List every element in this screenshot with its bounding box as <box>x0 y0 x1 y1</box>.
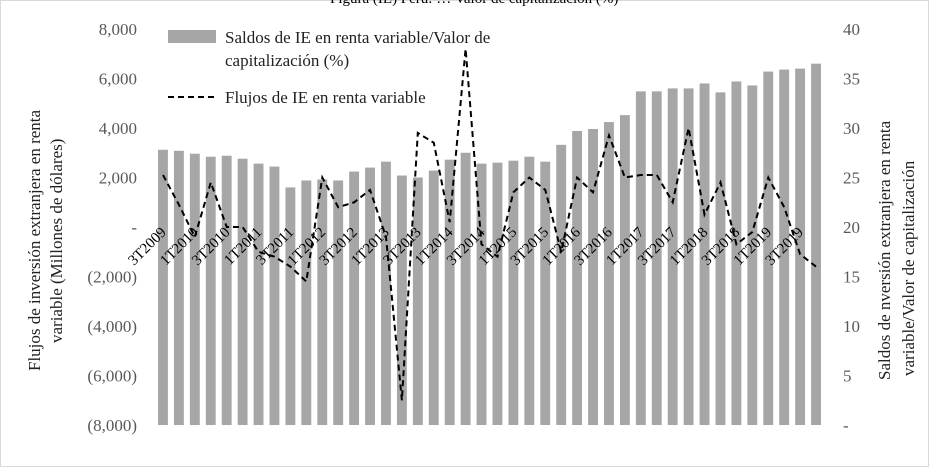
bar-4T2015 <box>556 144 567 425</box>
legend-line-label: Flujos de IE en renta variable <box>225 88 426 107</box>
bar-2T2017 <box>651 91 662 426</box>
bar-1T2017 <box>635 91 646 426</box>
bar-2T2019 <box>779 69 790 425</box>
bar-2T2013 <box>396 175 407 425</box>
legend-bar-label-line2: capitalización (%) <box>225 51 349 70</box>
left-tick-label: 2,000 <box>99 169 137 188</box>
bar-3T2009 <box>158 149 168 425</box>
line-series <box>162 48 817 401</box>
bar-3T2014 <box>476 163 487 425</box>
bar-2T2015 <box>524 156 535 425</box>
left-tick-label: 8,000 <box>99 20 137 39</box>
bar-series <box>158 63 821 426</box>
bar-2T2010 <box>205 156 216 425</box>
bar-3T2010 <box>221 155 232 425</box>
left-tick-label: 6,000 <box>99 70 137 89</box>
bar-1T2015 <box>508 160 519 426</box>
bar-4T2018 <box>747 85 758 426</box>
bar-2T2016 <box>588 128 598 426</box>
right-tick-label: 15 <box>843 268 860 287</box>
right-tick-label: 5 <box>843 367 852 386</box>
left-tick-label: (4,000) <box>87 317 137 336</box>
y-axis-right-title-line2: variable/Valor de capitalización <box>899 160 918 376</box>
left-axis-ticks: (8,000) (6,000) (4,000) (2,000) - 2,000 4,000 6… <box>87 20 137 435</box>
bar-3T2013 <box>412 177 423 425</box>
bar-2T2014 <box>460 152 471 425</box>
right-tick-label: 30 <box>843 119 860 138</box>
right-tick-label: 10 <box>843 317 860 336</box>
legend: Saldos de IE en renta variable/Valor de … <box>168 28 490 107</box>
bar-3T2015 <box>540 161 551 425</box>
right-axis-ticks: - 5 10 15 20 25 30 35 40 <box>843 20 860 435</box>
bar-1T2014 <box>444 159 455 425</box>
bar-4T2012 <box>365 167 375 425</box>
bar-1T2011 <box>253 163 264 425</box>
flow-line <box>162 48 817 401</box>
bar-1T2018 <box>699 83 710 425</box>
chart-caption-partial: Figura (IE) Perú: … Valor de capitalizac… <box>330 0 618 8</box>
bar-3T2016 <box>604 122 614 425</box>
bar-4T2014 <box>492 162 503 425</box>
bar-1T2013 <box>381 161 391 425</box>
right-tick-label: 35 <box>843 70 860 89</box>
y-axis-left-title-line1: Flujos de inversión extranjera en renta <box>25 109 44 371</box>
bar-1T2016 <box>572 130 583 425</box>
y-axis-right-title-line1: Saldos de nversión extranjera en renta <box>875 120 894 380</box>
bar-4T2011 <box>301 180 312 425</box>
bar-1T2019 <box>763 71 774 425</box>
left-tick-label: (2,000) <box>87 268 137 287</box>
bar-2T2012 <box>333 180 344 425</box>
bar-2T2011 <box>269 166 280 426</box>
bar-2T2018 <box>715 92 726 426</box>
y-axis-left-title-line2: variable (Millones de dólares) <box>47 139 66 343</box>
legend-bar-swatch <box>168 30 216 43</box>
bar-3T2017 <box>667 88 678 426</box>
bar-1T2012 <box>317 179 328 425</box>
bar-3T2018 <box>731 81 742 425</box>
bar-4T2009 <box>173 150 184 425</box>
bar-4T2010 <box>237 158 248 425</box>
left-tick-label: 4,000 <box>99 119 137 138</box>
bar-3T2019 <box>795 68 806 425</box>
right-tick-label: 25 <box>843 169 860 188</box>
left-tick-label: (8,000) <box>87 416 137 435</box>
bar-4T2019 <box>811 63 821 426</box>
bar-3T2012 <box>349 171 360 425</box>
right-tick-label: 40 <box>843 20 860 39</box>
bar-4T2013 <box>428 170 439 425</box>
bar-4T2017 <box>683 88 694 426</box>
bar-4T2016 <box>619 115 630 425</box>
right-tick-label: 20 <box>843 218 860 237</box>
right-tick-label: - <box>843 416 849 435</box>
left-tick-label: - <box>131 218 137 237</box>
bar-3T2011 <box>285 187 296 425</box>
left-tick-label: (6,000) <box>87 367 137 386</box>
legend-bar-label-line1: Saldos de IE en renta variable/Valor de <box>225 28 490 47</box>
bar-1T2010 <box>189 153 200 426</box>
